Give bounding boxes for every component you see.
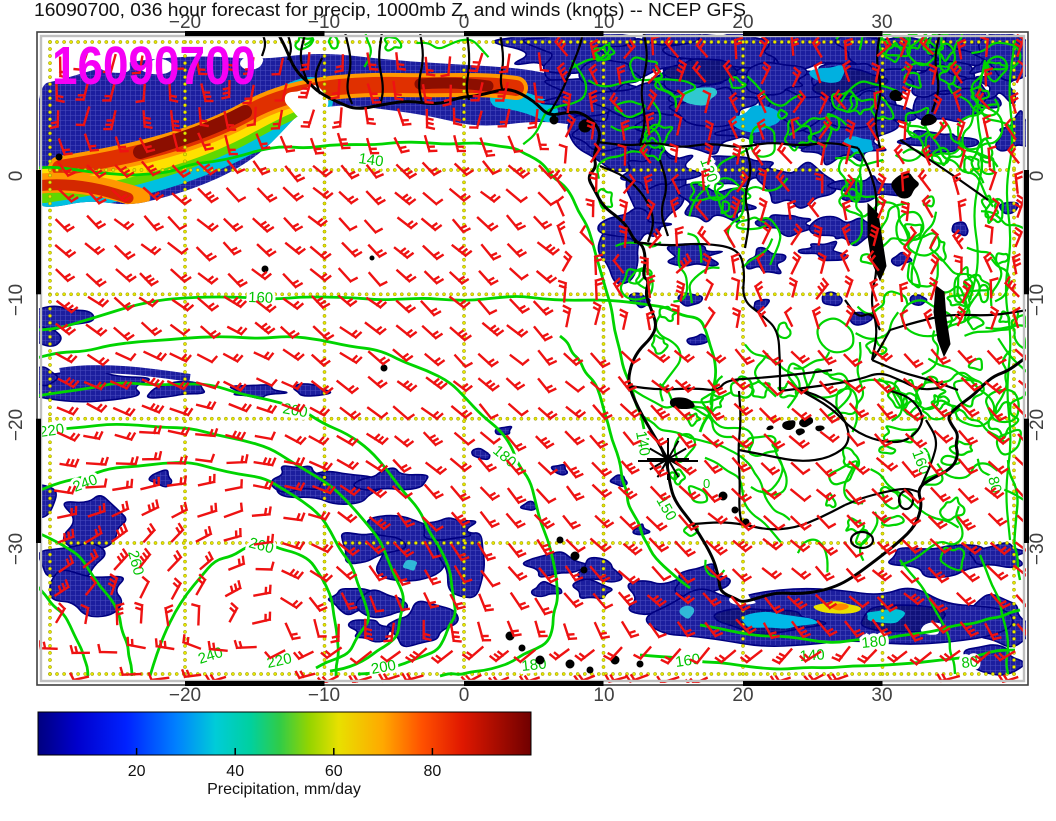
svg-text:40: 40 xyxy=(226,763,244,780)
svg-text:140: 140 xyxy=(357,150,384,170)
svg-text:60: 60 xyxy=(325,763,343,780)
svg-text:0: 0 xyxy=(1027,171,1048,182)
svg-text:140: 140 xyxy=(632,430,653,458)
svg-text:−10: −10 xyxy=(1027,284,1048,316)
svg-text:−20: −20 xyxy=(169,12,201,33)
svg-text:−10: −10 xyxy=(308,685,340,706)
svg-text:0: 0 xyxy=(6,171,27,182)
svg-text:−30: −30 xyxy=(6,533,27,565)
svg-text:20: 20 xyxy=(128,763,146,780)
svg-text:30: 30 xyxy=(871,12,892,33)
svg-text:0: 0 xyxy=(459,12,470,33)
svg-text:160: 160 xyxy=(248,289,274,307)
svg-text:0: 0 xyxy=(459,685,470,706)
svg-text:80: 80 xyxy=(424,763,442,780)
svg-text:220: 220 xyxy=(38,421,65,441)
svg-text:160: 160 xyxy=(248,289,274,307)
svg-text:Precipitation, mm/day: Precipitation, mm/day xyxy=(207,781,361,798)
svg-text:−30: −30 xyxy=(1027,533,1048,565)
svg-text:−10: −10 xyxy=(6,284,27,316)
svg-text:180: 180 xyxy=(861,632,888,652)
svg-text:−20: −20 xyxy=(169,685,201,706)
svg-text:30: 30 xyxy=(871,685,892,706)
svg-text:200: 200 xyxy=(370,657,398,678)
svg-text:10: 10 xyxy=(593,12,614,33)
svg-text:80: 80 xyxy=(961,653,979,672)
svg-text:180: 180 xyxy=(521,655,548,675)
svg-text:−10: −10 xyxy=(308,12,340,33)
svg-text:20: 20 xyxy=(732,685,753,706)
svg-text:10: 10 xyxy=(593,685,614,706)
svg-text:20: 20 xyxy=(732,12,753,33)
svg-text:−20: −20 xyxy=(6,409,27,441)
svg-text:140: 140 xyxy=(799,646,825,665)
svg-text:−20: −20 xyxy=(1027,409,1048,441)
svg-text:16090700: 16090700 xyxy=(52,36,256,96)
svg-text:0: 0 xyxy=(703,476,710,491)
svg-text:16090700, 036 hour forecast fo: 16090700, 036 hour forecast for precip, … xyxy=(34,0,746,20)
svg-text:160: 160 xyxy=(674,651,701,671)
